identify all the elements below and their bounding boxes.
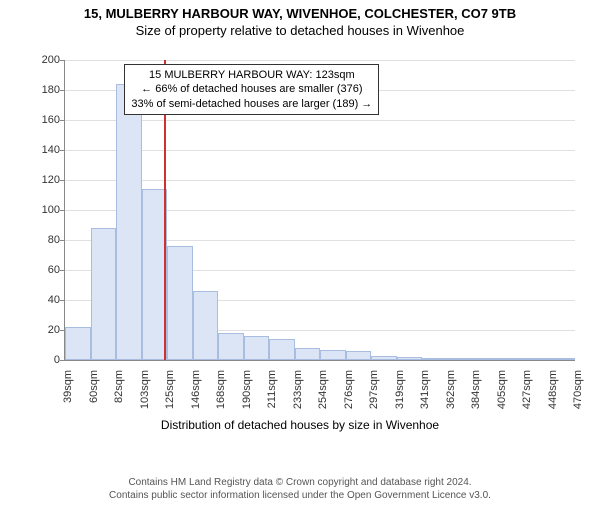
histogram-bar [422,358,448,360]
y-tick-label: 60 [10,264,60,276]
y-tick-label: 40 [10,294,60,306]
annotation-line: ← 66% of detached houses are smaller (37… [131,82,372,96]
gridline [65,120,575,121]
histogram-bar [167,246,193,360]
y-tick-mark [60,120,64,121]
histogram-bar [193,291,219,360]
y-tick-mark [60,330,64,331]
y-tick-mark [60,150,64,151]
y-tick-mark [60,360,64,361]
annotation-box: 15 MULBERRY HARBOUR WAY: 123sqm← 66% of … [124,64,379,115]
y-tick-label: 140 [10,144,60,156]
histogram-bar [142,189,168,360]
histogram-bar [371,356,397,361]
histogram-bar [397,357,423,360]
y-tick-mark [60,210,64,211]
histogram-bar [320,350,346,361]
histogram-bar [269,339,295,360]
histogram-bar [244,336,270,360]
y-tick-mark [60,270,64,271]
annotation-line: 33% of semi-detached houses are larger (… [131,97,372,111]
y-tick-label: 200 [10,54,60,66]
histogram-bar [550,358,576,360]
histogram-bar [218,333,244,360]
y-tick-mark [60,240,64,241]
x-axis-label: Distribution of detached houses by size … [0,418,600,432]
histogram-bar [499,358,525,360]
y-tick-mark [60,60,64,61]
y-tick-label: 100 [10,204,60,216]
attribution-footer: Contains HM Land Registry data © Crown c… [0,477,600,502]
histogram-bar [448,358,474,360]
histogram-bar [295,348,321,360]
annotation-line: 15 MULBERRY HARBOUR WAY: 123sqm [131,68,372,82]
gridline [65,60,575,61]
page-address: 15, MULBERRY HARBOUR WAY, WIVENHOE, COLC… [0,6,600,21]
histogram-chart: Number of detached properties 15 MULBERR… [0,50,600,430]
histogram-bar [91,228,117,360]
footer-line1: Contains HM Land Registry data © Crown c… [0,477,600,490]
histogram-bar [116,84,142,360]
histogram-bar [346,351,372,360]
y-tick-label: 20 [10,324,60,336]
y-tick-mark [60,90,64,91]
histogram-bar [65,327,91,360]
y-tick-mark [60,300,64,301]
y-tick-label: 80 [10,234,60,246]
histogram-bar [524,358,550,360]
footer-line2: Contains public sector information licen… [0,490,600,503]
y-tick-label: 180 [10,84,60,96]
gridline [65,180,575,181]
y-tick-label: 0 [10,354,60,366]
plot-area: 15 MULBERRY HARBOUR WAY: 123sqm← 66% of … [64,60,575,361]
histogram-bar [473,358,499,360]
gridline [65,150,575,151]
y-tick-label: 160 [10,114,60,126]
page-subtitle: Size of property relative to detached ho… [0,23,600,38]
y-tick-label: 120 [10,174,60,186]
y-tick-mark [60,180,64,181]
